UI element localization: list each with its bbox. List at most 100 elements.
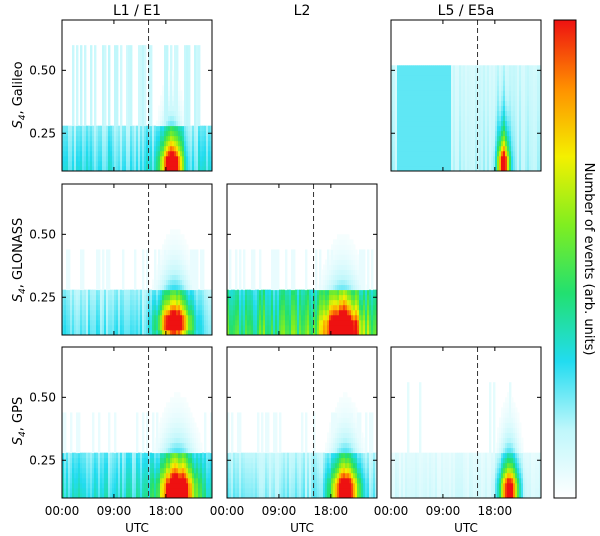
heatmap-cell: [411, 145, 414, 152]
heatmap-cell: [499, 160, 502, 167]
heatmap-cell: [511, 155, 514, 162]
heatmap-cell: [405, 120, 408, 127]
heatmap-cell: [122, 145, 125, 152]
heatmap-cell: [106, 145, 109, 152]
heatmap-cell: [235, 294, 238, 301]
heatmap-cell: [375, 309, 378, 316]
heatmap-cell: [375, 324, 378, 331]
heatmap-cell: [80, 165, 83, 172]
heatmap-cell: [395, 115, 398, 122]
heatmap-cell: [397, 115, 400, 122]
heatmap-cell: [447, 95, 450, 101]
heatmap-cell: [301, 299, 304, 306]
heatmap-cell: [182, 115, 185, 122]
heatmap-cell: [397, 130, 400, 137]
heatmap-cell: [467, 115, 470, 122]
heatmap-cell: [505, 140, 508, 147]
heatmap-cell: [150, 105, 153, 111]
heatmap-cell: [78, 135, 81, 142]
heatmap-cell: [329, 284, 332, 291]
heatmap-cell: [108, 55, 111, 61]
heatmap-cell: [142, 324, 145, 331]
heatmap-cell: [413, 70, 416, 76]
heatmap-cell: [198, 60, 201, 66]
heatmap-cell: [184, 115, 187, 122]
heatmap-cell: [190, 249, 193, 255]
heatmap-cell: [315, 264, 318, 270]
heatmap-cell: [233, 294, 236, 301]
heatmap-cell: [427, 80, 430, 86]
heatmap-cell: [467, 105, 470, 111]
heatmap-cell: [279, 289, 282, 296]
heatmap-cell: [166, 75, 169, 81]
heatmap-cell: [487, 90, 490, 96]
heatmap-cell: [517, 120, 520, 127]
heatmap-cell: [144, 165, 147, 172]
heatmap-cell: [196, 55, 199, 61]
heatmap-cell: [319, 279, 322, 286]
heatmap-cell: [267, 319, 270, 326]
heatmap-cell: [401, 95, 404, 101]
heatmap-cell: [471, 110, 474, 117]
heatmap-cell: [291, 329, 294, 336]
heatmap-cell: [154, 284, 157, 291]
heatmap-cell: [98, 299, 101, 306]
heatmap-cell: [507, 95, 510, 101]
heatmap-cell: [166, 274, 169, 281]
heatmap-cell: [128, 55, 131, 61]
heatmap-cell: [349, 289, 352, 296]
heatmap-cell: [513, 90, 516, 96]
heatmap-cell: [297, 314, 300, 321]
heatmap-cell: [170, 249, 173, 255]
heatmap-cell: [417, 125, 420, 132]
heatmap-cell: [70, 487, 73, 494]
heatmap-cell: [78, 140, 81, 147]
heatmap-cell: [531, 130, 534, 137]
heatmap-cell: [150, 55, 153, 61]
heatmap-cell: [291, 319, 294, 326]
heatmap-cell: [94, 50, 97, 56]
heatmap-cell: [513, 75, 516, 81]
heatmap-cell: [186, 60, 189, 66]
heatmap-cell: [371, 324, 374, 331]
heatmap-cell: [515, 95, 518, 101]
heatmap-cell: [291, 254, 294, 260]
heatmap-cell: [421, 115, 424, 122]
heatmap-cell: [172, 120, 175, 127]
heatmap-cell: [535, 65, 538, 71]
heatmap-cell: [150, 314, 153, 321]
heatmap-cell: [353, 269, 356, 275]
heatmap-cell: [78, 289, 81, 296]
heatmap-cell: [441, 115, 444, 122]
heatmap-cell: [421, 145, 424, 152]
heatmap-cell: [198, 105, 201, 111]
heatmap-cell: [323, 329, 326, 336]
heatmap-cell: [299, 314, 302, 321]
heatmap-cell: [168, 294, 171, 301]
heatmap-cell: [132, 299, 135, 306]
heatmap-cell: [519, 95, 522, 101]
heatmap-cell: [319, 324, 322, 331]
heatmap-cell: [395, 95, 398, 101]
heatmap-cell: [104, 324, 107, 331]
heatmap-cell: [114, 145, 117, 152]
heatmap-cell: [535, 120, 538, 127]
heatmap-cell: [393, 70, 396, 76]
heatmap-cell: [70, 492, 73, 499]
heatmap-cell: [477, 115, 480, 122]
heatmap-cell: [160, 269, 163, 275]
heatmap-cell: [102, 289, 105, 296]
heatmap-cell: [503, 140, 506, 147]
heatmap-cell: [118, 309, 121, 316]
heatmap-cell: [174, 100, 177, 106]
heatmap-cell: [483, 65, 486, 71]
heatmap-cell: [142, 269, 145, 275]
heatmap-cell: [134, 249, 137, 255]
heatmap-cell: [154, 264, 157, 270]
heatmap-cell: [186, 75, 189, 81]
heatmap-cell: [166, 90, 169, 96]
heatmap-cell: [465, 135, 468, 142]
heatmap-cell: [182, 145, 185, 152]
heatmap-cell: [180, 150, 183, 157]
